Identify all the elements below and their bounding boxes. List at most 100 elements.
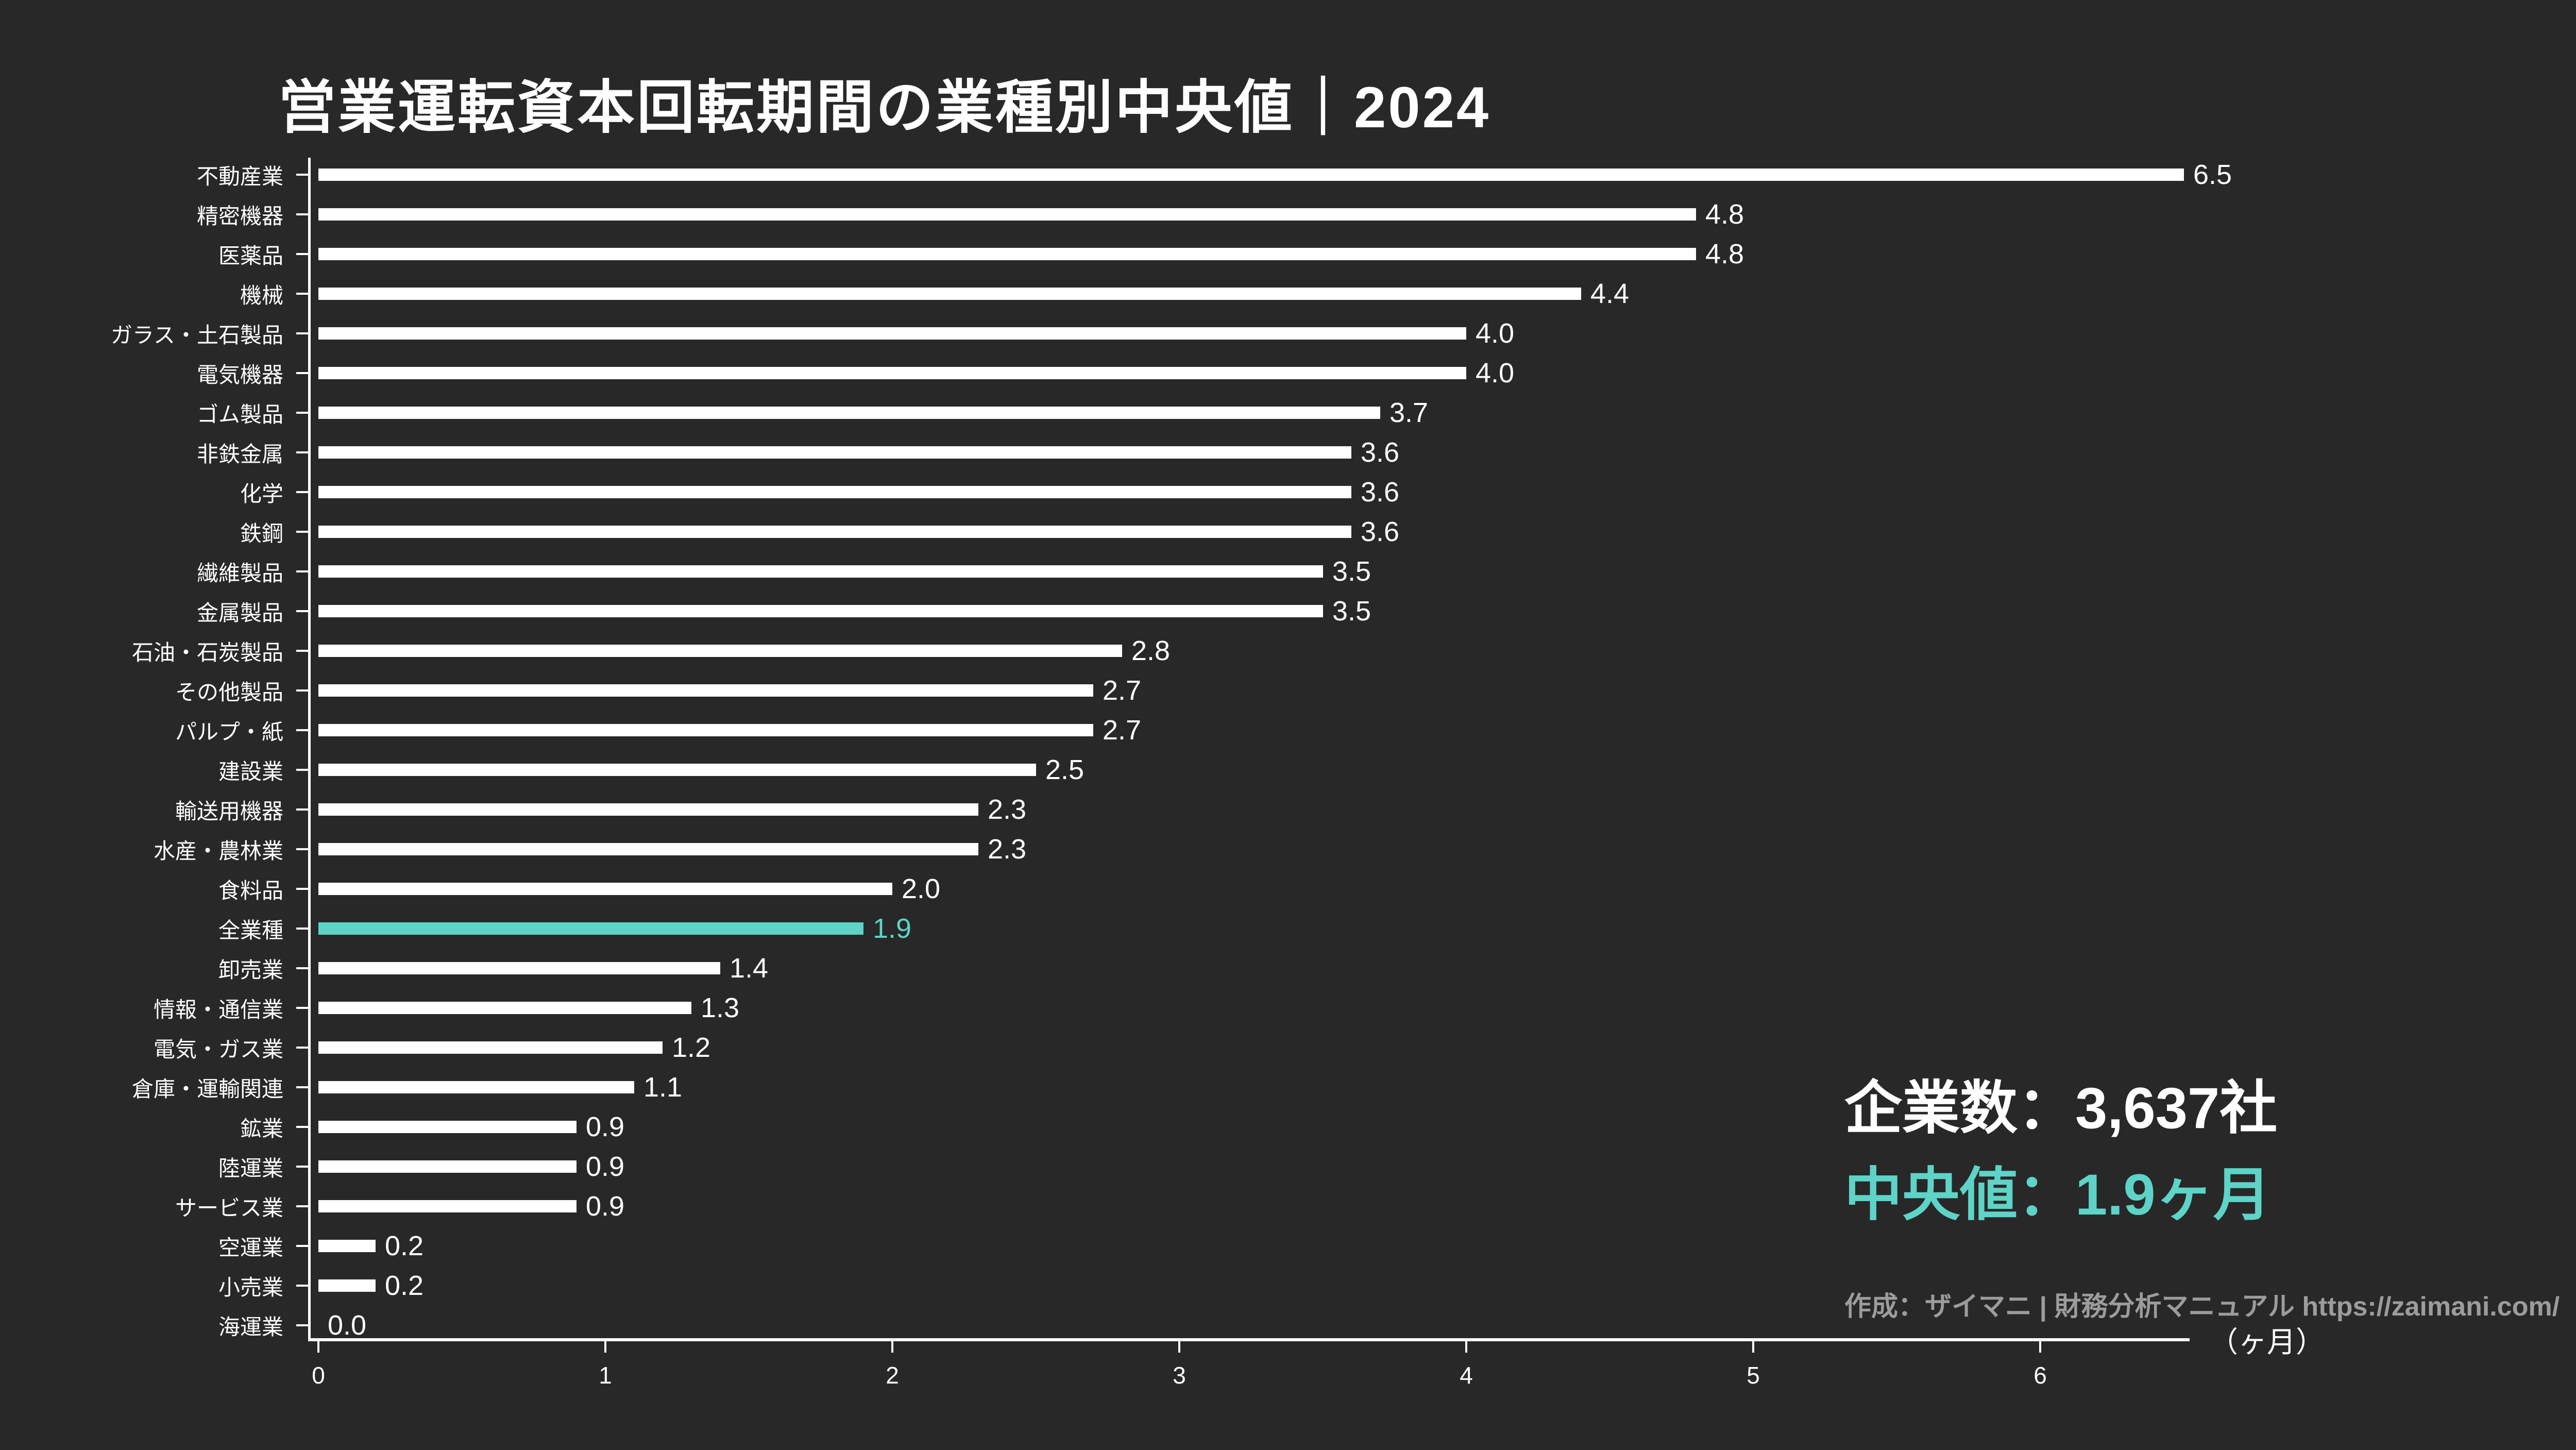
bar-row: 鉱業 0.9	[0, 1107, 2576, 1147]
y-axis-tick	[296, 213, 309, 215]
category-label: 情報・通信業	[153, 997, 283, 1022]
attribution-text: 作成：ザイマニ | 財務分析マニュアル https://zaimani.com/	[1844, 1292, 2560, 1322]
value-label: 2.7	[1103, 715, 1142, 746]
bar	[318, 645, 1122, 657]
value-label: 0.2	[385, 1230, 424, 1261]
x-axis-tick	[1178, 1341, 1180, 1353]
value-label: 2.8	[1131, 635, 1171, 666]
stat-median-value: 中央値：1.9ヶ月	[1844, 1162, 2271, 1227]
category-label: 全業種	[218, 918, 283, 942]
value-label: 3.6	[1361, 477, 1400, 508]
bar	[318, 446, 1351, 459]
value-label: 0.2	[385, 1270, 424, 1301]
x-axis-tick	[1465, 1341, 1467, 1353]
bar-row: 陸運業 0.9	[0, 1147, 2576, 1187]
stats-block: 企業数：3,637社 中央値：1.9ヶ月 作成：ザイマニ | 財務分析マニュアル…	[1844, 1080, 2560, 1323]
x-axis-tick	[604, 1341, 606, 1353]
y-axis-tick	[296, 253, 309, 255]
bar-row: ガラス・土石製品 4.0	[0, 314, 2576, 353]
y-axis-tick	[296, 1324, 309, 1326]
x-axis-tick	[317, 1341, 319, 1353]
category-label: 陸運業	[218, 1156, 283, 1181]
category-label: 繊維製品	[196, 561, 283, 585]
bar-row: 電気機器 4.0	[0, 353, 2576, 393]
y-axis-tick	[296, 848, 309, 850]
category-label: 精密機器	[196, 204, 283, 228]
chart-title: 営業運転資本回転期間の業種別中央値｜2024	[278, 75, 1491, 140]
x-axis-tick-label: 3	[1173, 1362, 1186, 1389]
value-label: 3.6	[1361, 516, 1400, 547]
y-axis-tick	[296, 412, 309, 414]
category-label: 小売業	[218, 1275, 283, 1300]
value-label: 1.9	[873, 913, 912, 944]
bar-row: 電気・ガス業 1.2	[0, 1028, 2576, 1068]
value-label: 2.5	[1045, 754, 1084, 785]
y-axis-tick	[296, 888, 309, 890]
bar-row: 機械 4.4	[0, 274, 2576, 314]
bar-row: サービス業 0.9	[0, 1187, 2576, 1226]
bar	[318, 764, 1036, 776]
value-label: 1.1	[643, 1072, 683, 1103]
value-label: 4.8	[1705, 239, 1744, 269]
category-label: パルプ・紙	[175, 719, 283, 744]
category-label: 倉庫・運輸関連	[131, 1076, 283, 1101]
value-label: 0.0	[328, 1310, 367, 1341]
category-label: 化学	[240, 481, 283, 506]
y-axis-tick	[296, 174, 309, 176]
y-axis-tick	[296, 332, 309, 334]
bar	[318, 803, 978, 816]
category-label: 水産・農林業	[153, 838, 283, 863]
bar	[318, 962, 720, 974]
x-axis-tick-label: 0	[312, 1362, 325, 1389]
y-axis-tick	[296, 1285, 309, 1287]
y-axis-tick	[296, 650, 309, 652]
y-axis-tick	[296, 808, 309, 811]
bar-row: 情報・通信業 1.3	[0, 988, 2576, 1028]
category-label: 建設業	[218, 759, 283, 784]
bar-row: 倉庫・運輸関連 1.1	[0, 1068, 2576, 1107]
y-axis-tick	[296, 570, 309, 572]
bar-row: 海運業 0.0	[0, 1306, 2576, 1345]
x-axis-tick	[891, 1341, 893, 1353]
bar-row: 水産・農林業 2.3	[0, 830, 2576, 869]
bar-row: 鉄鋼 3.6	[0, 512, 2576, 552]
category-label: 食料品	[218, 878, 283, 903]
bar-row: 金属製品 3.5	[0, 592, 2576, 631]
x-axis-tick-label: 5	[1747, 1362, 1760, 1389]
category-label: 空運業	[218, 1235, 283, 1260]
bar-row: 医薬品 4.8	[0, 234, 2576, 274]
y-axis-tick	[296, 531, 309, 533]
y-axis-tick	[296, 1166, 309, 1168]
y-axis-tick	[296, 1007, 309, 1009]
y-axis-tick	[296, 610, 309, 612]
stat-company-count: 企業数：3,637社	[1844, 1076, 2278, 1140]
category-label: 電気機器	[196, 362, 283, 387]
value-label: 3.5	[1332, 556, 1371, 587]
category-label: 海運業	[218, 1314, 283, 1339]
y-axis-tick	[296, 967, 309, 969]
x-axis-tick-label: 4	[1460, 1362, 1473, 1389]
value-label: 4.0	[1476, 318, 1515, 349]
y-axis-tick	[296, 729, 309, 731]
y-axis-tick	[296, 491, 309, 493]
bar-row: 小売業 0.2	[0, 1266, 2576, 1306]
y-axis-tick	[296, 1047, 309, 1049]
bar-row: 化学 3.6	[0, 473, 2576, 512]
bar-row: 卸売業 1.4	[0, 949, 2576, 988]
category-label: 不動産業	[196, 164, 283, 189]
bar-row: 空運業 0.2	[0, 1226, 2576, 1266]
category-label: 非鉄金属	[196, 442, 283, 466]
category-label: 機械	[240, 283, 283, 308]
bar-row: 精密機器 4.8	[0, 195, 2576, 234]
y-axis-tick	[296, 1086, 309, 1088]
value-label: 2.3	[988, 834, 1027, 865]
value-label: 0.9	[586, 1191, 625, 1222]
bar	[318, 1041, 663, 1054]
bar	[318, 407, 1380, 419]
bar	[318, 1240, 376, 1252]
y-axis-tick	[296, 928, 309, 930]
bar-row: 輸送用機器 2.3	[0, 790, 2576, 830]
bar	[318, 367, 1466, 379]
bar	[318, 724, 1093, 736]
